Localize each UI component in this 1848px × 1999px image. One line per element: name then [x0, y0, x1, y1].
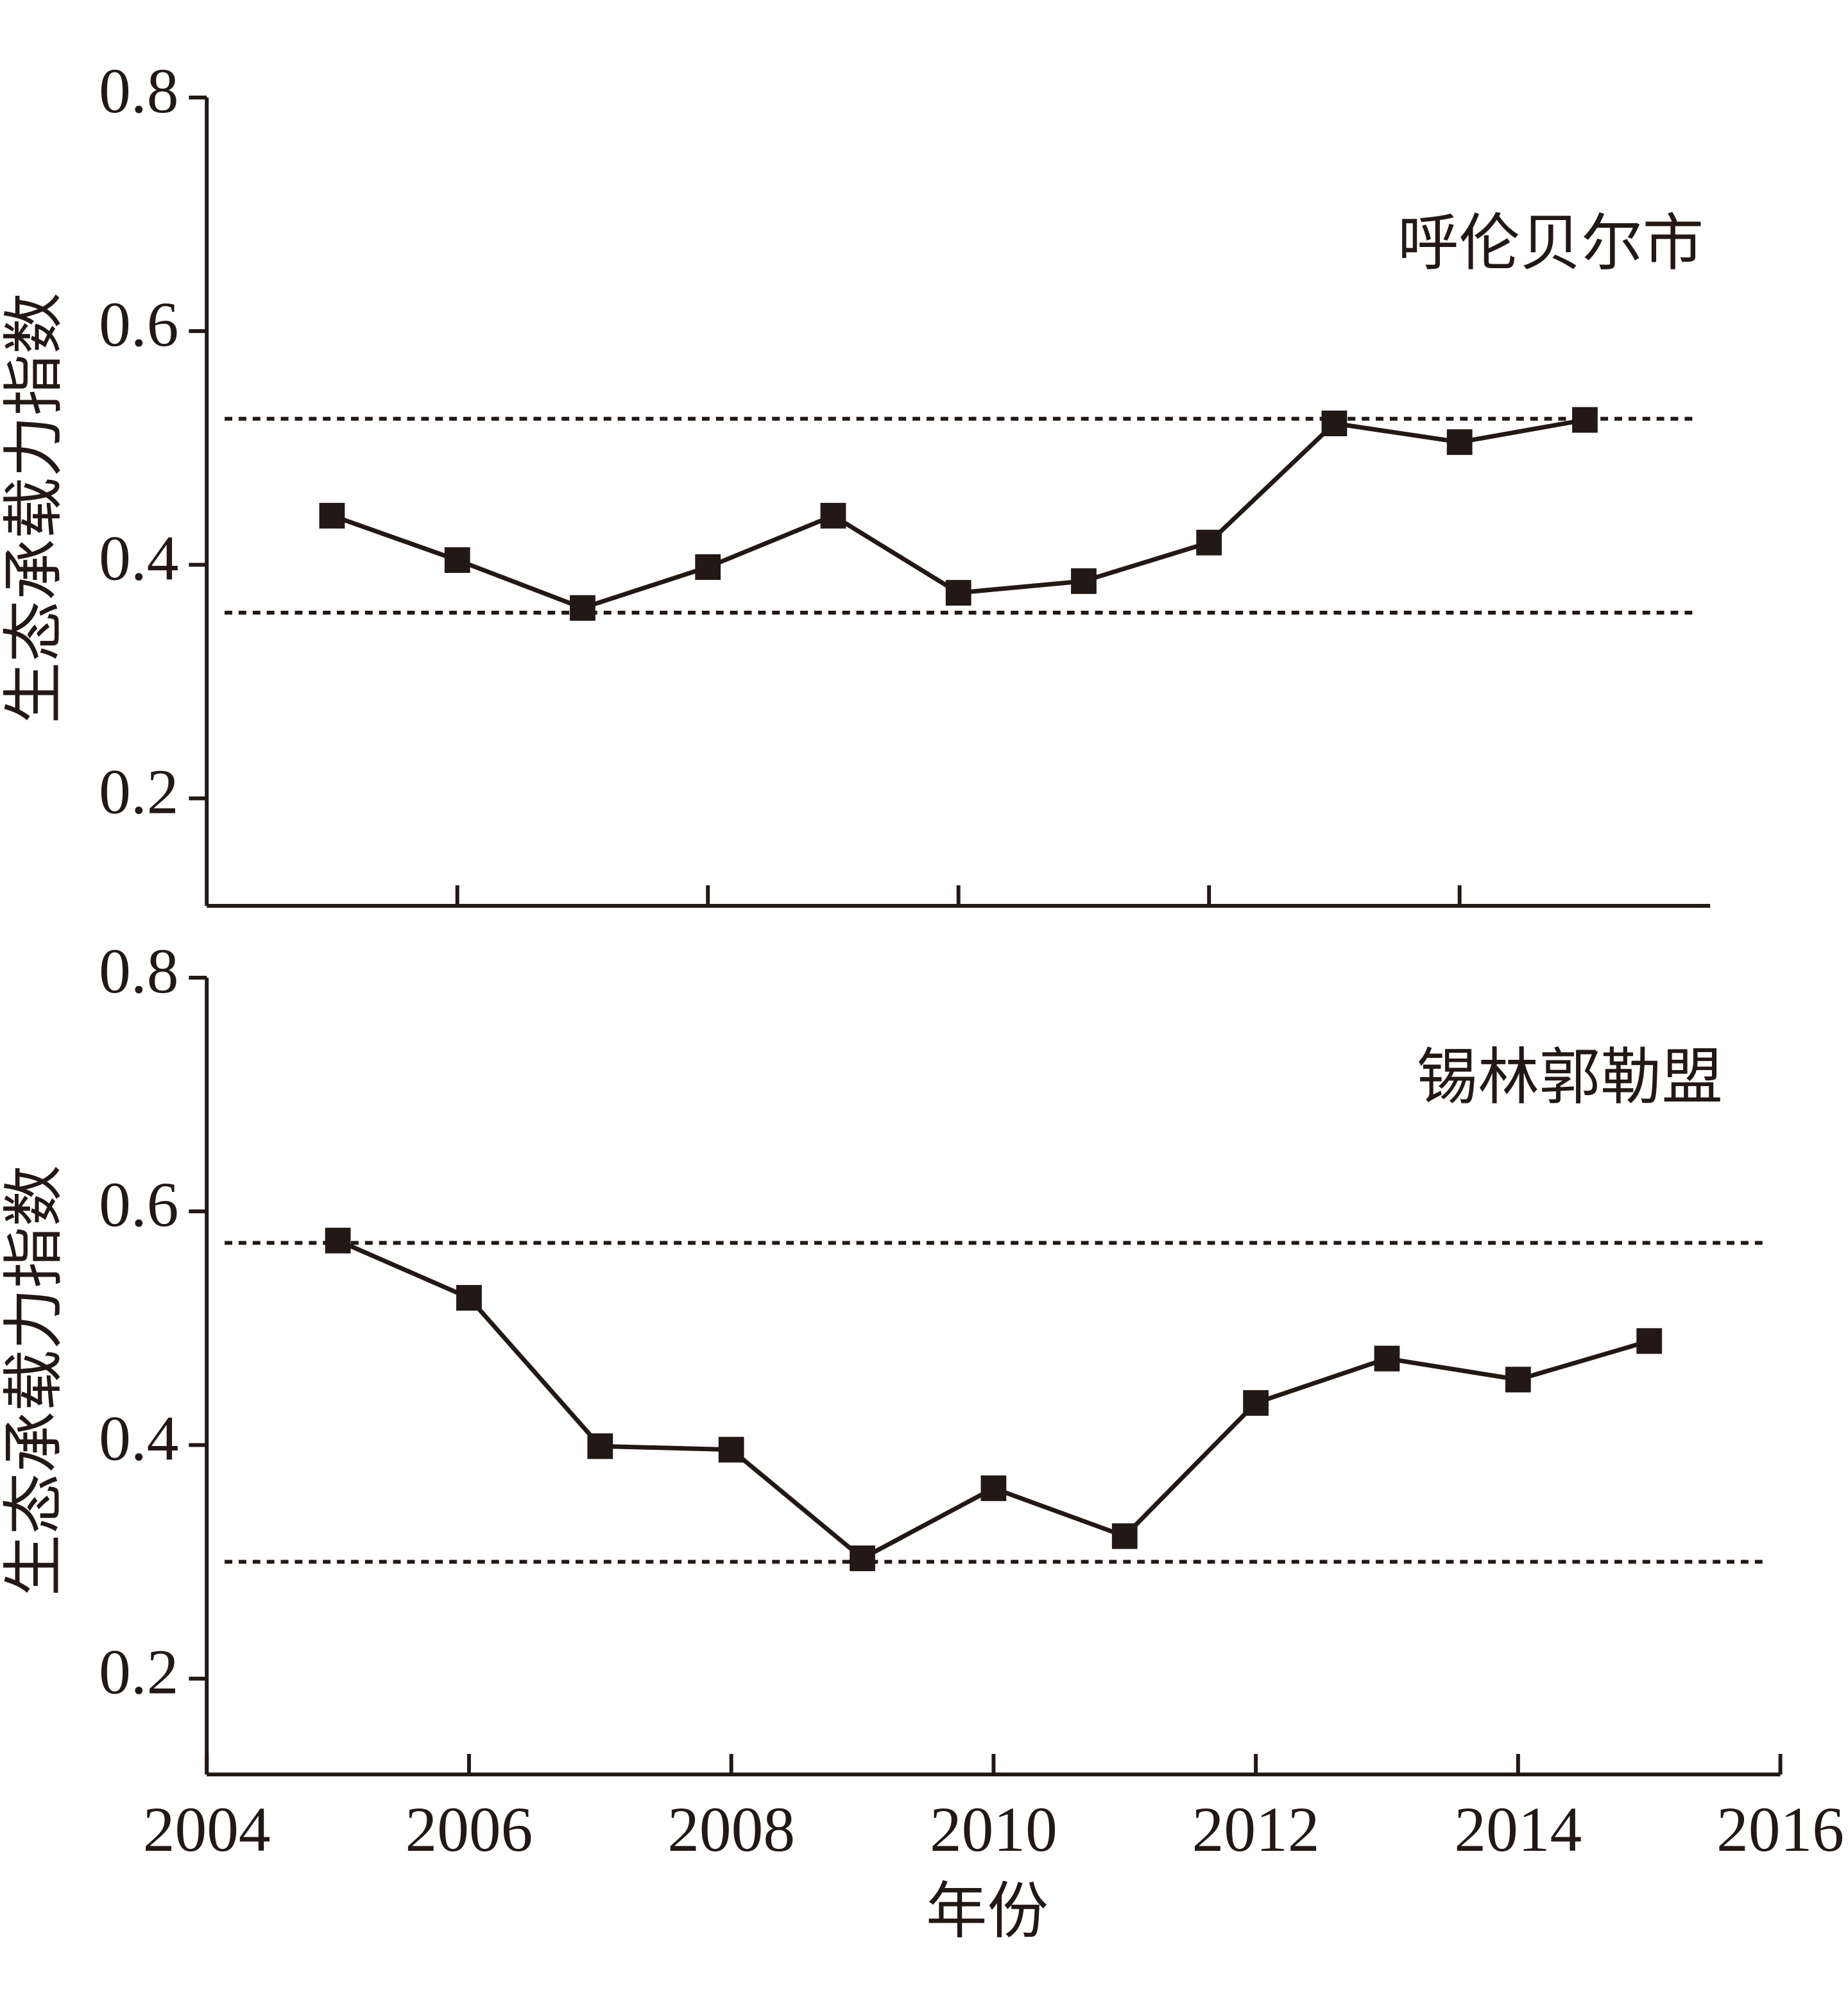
marker: [1196, 529, 1222, 556]
x-tick-label: 2006: [405, 1794, 533, 1865]
y-tick-label: 0.8: [99, 55, 178, 126]
x-tick-label: 2016: [1716, 1794, 1844, 1865]
y-tick-label: 0.8: [99, 935, 178, 1007]
marker: [1446, 429, 1473, 455]
marker: [570, 595, 595, 621]
y-tick-label: 0.2: [99, 756, 178, 827]
marker: [695, 554, 721, 580]
marker: [456, 1284, 482, 1311]
series-line: [331, 418, 1586, 611]
x-axis-label: 年份: [926, 1878, 1048, 1946]
y-tick-label: 0.6: [99, 1169, 178, 1240]
marker: [1071, 568, 1097, 594]
x-tick-label: 2014: [1454, 1794, 1582, 1865]
marker: [444, 547, 470, 574]
marker: [980, 1475, 1007, 1501]
y-tick-label: 0.6: [99, 289, 178, 360]
marker: [319, 502, 345, 529]
x-tick-label: 2008: [667, 1794, 795, 1865]
marker: [1636, 1328, 1663, 1354]
marker: [945, 580, 971, 606]
marker: [820, 502, 846, 529]
x-tick-label: 2004: [143, 1794, 271, 1865]
marker: [587, 1433, 613, 1459]
marker: [325, 1227, 351, 1254]
annotation: 锡林郭勒盟: [1417, 1044, 1723, 1112]
y-axis-label: 生态承载力指数: [1, 293, 69, 724]
marker: [1321, 411, 1348, 437]
marker: [850, 1545, 875, 1572]
y-tick-label: 0.4: [99, 1402, 178, 1474]
y-axis-label: 生态承载力指数: [1, 1165, 69, 1596]
marker: [1505, 1366, 1531, 1393]
marker: [1243, 1390, 1269, 1416]
marker: [1111, 1523, 1138, 1549]
y-tick-label: 0.4: [99, 522, 178, 593]
y-tick-label: 0.2: [99, 1636, 178, 1707]
marker: [718, 1436, 744, 1463]
x-tick-label: 2010: [930, 1794, 1057, 1865]
annotation: 呼伦贝尔市: [1398, 210, 1704, 278]
series-line: [337, 1238, 1650, 1561]
x-tick-label: 2012: [1192, 1794, 1320, 1865]
marker: [1374, 1345, 1400, 1372]
marker: [1572, 407, 1598, 433]
